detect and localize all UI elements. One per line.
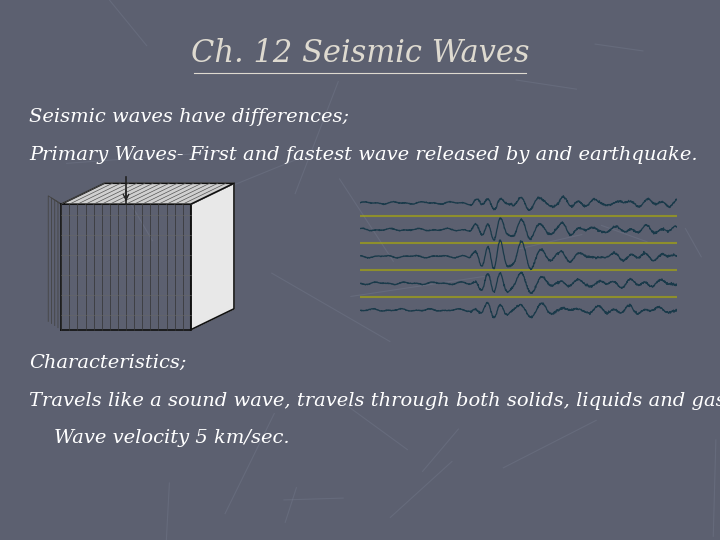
Text: Primary Waves- First and fastest wave released by and earthquake.: Primary Waves- First and fastest wave re… <box>29 146 698 164</box>
Polygon shape <box>191 183 234 330</box>
Polygon shape <box>61 183 234 204</box>
Text: Travels like a sound wave, travels through both solids, liquids and gases,: Travels like a sound wave, travels throu… <box>29 392 720 409</box>
Text: Characteristics;: Characteristics; <box>29 354 186 372</box>
Text: Ch. 12 Seismic Waves: Ch. 12 Seismic Waves <box>191 38 529 69</box>
Text: Seismic waves have differences;: Seismic waves have differences; <box>29 108 349 126</box>
Text: Wave velocity 5 km/sec.: Wave velocity 5 km/sec. <box>29 429 289 447</box>
